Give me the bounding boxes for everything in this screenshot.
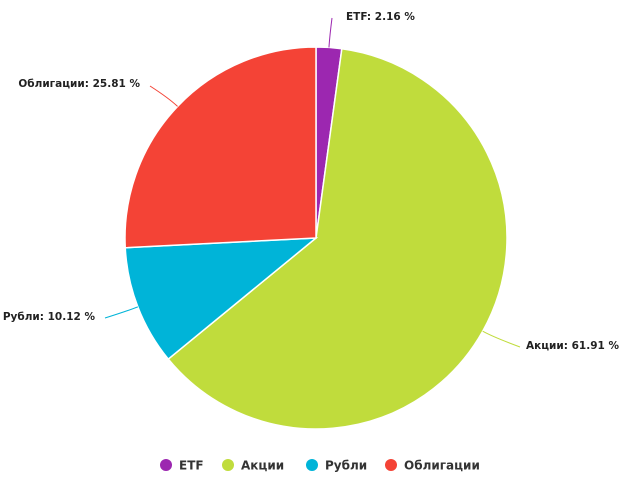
- data-label-1: Акции: 61.91 %: [526, 340, 619, 352]
- label-connector-0: [328, 17, 333, 48]
- data-label-3: Облигации: 25.81 %: [18, 78, 140, 90]
- label-connector-3: [149, 85, 178, 107]
- legend-item-1[interactable]: Акции: [222, 459, 284, 473]
- legend-label-3: Облигации: [404, 459, 480, 473]
- legend-label-0: ETF: [179, 459, 204, 473]
- pie-slice-3[interactable]: [124, 46, 317, 249]
- legend-marker-0: [160, 459, 172, 471]
- legend-marker-3: [385, 459, 397, 471]
- data-label-2: Рубли: 10.12 %: [3, 311, 96, 323]
- pie-slice-1[interactable]: [167, 47, 508, 430]
- legend-item-3[interactable]: Облигации: [385, 459, 480, 473]
- legend: ETF Акции Рубли Облигации: [160, 459, 480, 473]
- label-connector-1: [482, 330, 521, 348]
- pie-slice-2[interactable]: [124, 237, 319, 361]
- legend-item-2[interactable]: Рубли: [306, 459, 367, 473]
- data-label-0: ETF: 2.16 %: [346, 11, 415, 23]
- legend-item-0[interactable]: ETF: [160, 459, 204, 473]
- legend-marker-1: [222, 459, 234, 471]
- legend-label-1: Акции: [241, 459, 284, 473]
- legend-label-2: Рубли: [325, 459, 367, 473]
- label-connector-2: [104, 306, 139, 319]
- legend-marker-2: [306, 459, 318, 471]
